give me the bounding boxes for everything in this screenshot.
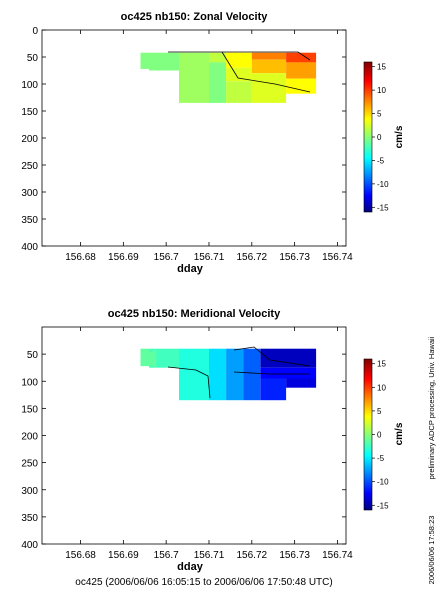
x-tick-label: 156.73 [279,550,310,561]
colorbar-tick-label: 5 [377,110,382,119]
y-tick-label: 0 [32,26,38,37]
heatmap-cell-2 [179,348,209,401]
heatmap-cell-10 [251,59,287,74]
zonal-chart-title: oc425 nb150: Zonal Velocity [121,11,269,23]
colorbar-tick-label: 0 [377,133,382,142]
y-tick-label: 100 [21,80,38,91]
colorbar-tick-label: 0 [377,431,382,440]
x-tick-label: 156.68 [65,252,96,263]
y-tick-label: 150 [21,404,38,415]
zonal-colorbar-ticks: 15 10 5 0 -5 -10 -15 [372,63,389,212]
x-tick-label: 156.69 [108,252,139,263]
colorbar-tick-label: -5 [377,156,385,165]
heatmap-cell-12 [286,52,317,63]
colorbar-tick-label: -5 [377,454,385,463]
x-tick-label: 156.68 [65,550,96,561]
colorbar-tick-label: 5 [377,407,382,416]
y-tick-label: 50 [27,350,39,361]
y-tick-label: 250 [21,161,38,172]
x-tick-label: 156.73 [279,252,310,263]
heatmap-cell-3 [179,70,209,103]
zonal-y-ticks: 0 50 100 150 200 250 300 350 400 [21,26,346,253]
zonal-heatmap-cells [140,52,317,103]
heatmap-cell-4 [209,52,227,63]
heatmap-cell-13 [286,62,317,79]
y-tick-label: 50 [27,53,39,64]
heatmap-cell-4 [226,348,244,401]
meridional-y-ticks: 50 100 150 200 250 300 350 400 [21,350,346,551]
x-tick-label: 156.69 [108,550,139,561]
x-tick-label: 156.72 [237,550,268,561]
processing-note: preliminary ADCP processing, Univ. Hawai… [427,336,436,479]
heatmap-cell-11 [251,73,287,103]
colorbar-tick-label: 15 [377,360,386,369]
heatmap-cell-3 [209,348,227,401]
heatmap-cell-1 [149,348,179,368]
colorbar-tick-label: -15 [377,203,389,212]
meridional-heatmap-cells [140,348,317,401]
zonal-colorbar [363,61,373,213]
y-tick-label: 200 [21,432,38,443]
colorbar-tick-label: -10 [377,180,389,189]
zonal-x-ticks: 156.68 156.69 156.7 156.71 156.72 156.73 156.7… [65,30,353,263]
cruise-time-range: oc425 (2006/06/06 16:05:15 to 2006/06/06… [75,577,332,588]
heatmap-cell-7 [226,67,252,82]
colorbar-tick-label: 15 [377,63,386,72]
heatmap-cell-1 [149,52,179,71]
heatmap-cell-8 [260,378,287,401]
y-tick-label: 300 [21,486,38,497]
x-tick-label: 156.71 [194,550,225,561]
colorbar-tick-label: 10 [377,383,386,392]
x-tick-label: 156.74 [322,252,353,263]
meridional-x-ticks: 156.68 156.69 156.7 156.71 156.72 156.73 156.7… [65,327,353,561]
heatmap-cell-6 [226,52,252,68]
x-tick-label: 156.74 [322,550,353,561]
heatmap-leading-edge [140,52,157,71]
meridional-colorbar-label: cm/s [394,422,405,445]
heatmap-cell-5 [209,62,227,103]
meridional-contours [167,346,311,399]
x-tick-label: 156.72 [237,252,268,263]
y-tick-label: 250 [21,459,38,470]
y-tick-label: 100 [21,377,38,388]
zonal-contours [168,51,311,93]
colorbar-tick-label: -10 [377,478,389,487]
y-tick-label: 350 [21,513,38,524]
heatmap-cell-7 [260,367,317,379]
heatmap-cell-5 [243,348,261,401]
colorbar-tick-label: -15 [377,501,389,510]
meridional-colorbar-ticks: 15 10 5 0 -5 -10 -15 [372,360,389,510]
plot-timestamp: 2006/06/06 17:58:23 [427,516,436,585]
meridional-x-axis-label: dday [177,561,204,573]
x-tick-label: 156.71 [194,252,225,263]
heatmap-leading-edge [140,348,157,368]
x-tick-label: 156.7 [154,252,179,263]
x-tick-label: 156.7 [154,550,179,561]
y-tick-label: 150 [21,107,38,118]
zonal-x-axis-label: dday [177,263,204,275]
y-tick-label: 300 [21,188,38,199]
heatmap-cell-9 [251,52,287,60]
meridional-colorbar [363,358,373,511]
y-tick-label: 200 [21,134,38,145]
heatmap-cell-14 [286,78,317,94]
y-tick-label: 400 [21,242,38,253]
heatmap-cell-2 [179,52,209,71]
zonal-colorbar-label: cm/s [394,125,405,148]
heatmap-cell-6 [260,348,317,368]
heatmap-cell-8 [226,81,252,103]
y-tick-label: 350 [21,215,38,226]
y-tick-label: 400 [21,540,38,551]
meridional-chart-title: oc425 nb150: Meridional Velocity [108,308,281,320]
colorbar-tick-label: 10 [377,86,386,95]
heatmap-cell-9 [286,378,317,388]
